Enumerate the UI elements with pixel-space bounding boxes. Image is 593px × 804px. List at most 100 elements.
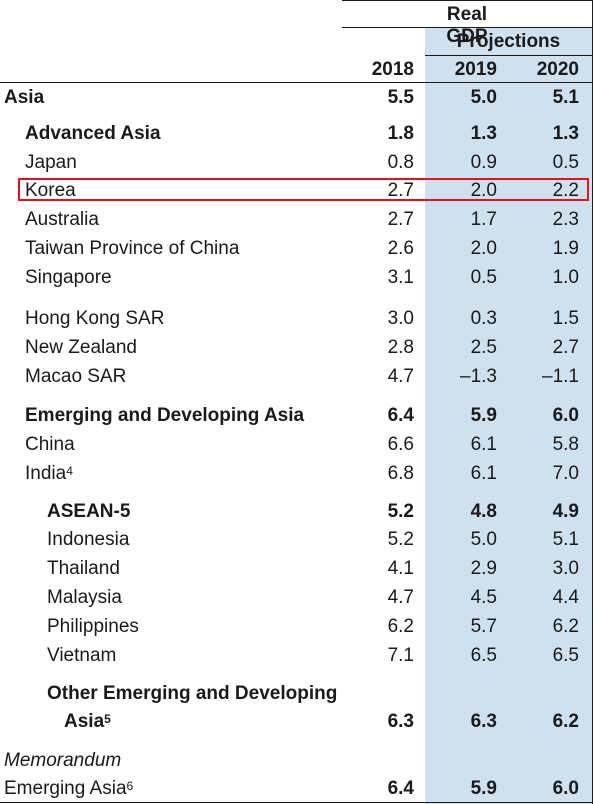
row-label: Taiwan Province of China — [25, 238, 240, 259]
table-row: Thailand 4.1 2.9 3.0 — [0, 554, 593, 583]
row-value-2019: 2.9 — [470, 558, 497, 579]
row-value-2019: 1.3 — [470, 123, 497, 144]
row-value-2018: 2.7 — [387, 180, 414, 201]
row-value-2020: 1.5 — [552, 308, 579, 329]
table-row: India4 6.8 6.1 7.0 — [0, 459, 593, 488]
row-label: Australia — [25, 209, 99, 230]
table-row: Other Emerging and Developing Asia5 6.3 … — [0, 679, 593, 739]
row-value-2020: 6.2 — [552, 616, 579, 637]
row-label: Advanced Asia — [25, 123, 161, 144]
header-year-2018: 2018 — [371, 59, 414, 80]
table-row: Emerging and Developing Asia 6.4 5.9 6.0 — [0, 401, 593, 430]
footnote-marker: 5 — [104, 712, 111, 726]
table-row: Taiwan Province of China 2.6 2.0 1.9 — [0, 234, 593, 263]
row-value-2019: 6.1 — [470, 463, 497, 484]
row-value-2020: 5.8 — [552, 434, 579, 455]
row-value-2018: 2.6 — [387, 238, 414, 259]
table-row: Advanced Asia 1.8 1.3 1.3 — [0, 119, 593, 148]
row-value-2020: 6.0 — [552, 405, 579, 426]
row-label: Japan — [25, 152, 77, 173]
row-label: Emerging Asia6 — [4, 778, 134, 799]
row-value-2019: 2.5 — [470, 337, 497, 358]
table-row: Japan 0.8 0.9 0.5 — [0, 148, 593, 177]
row-value-2020: 5.1 — [552, 529, 579, 550]
row-value-2019: 6.3 — [470, 711, 497, 732]
header-year-2019: 2019 — [454, 59, 497, 80]
row-label: Singapore — [25, 267, 112, 288]
row-value-2018: 6.3 — [387, 711, 414, 732]
footnote-marker: 4 — [66, 464, 73, 478]
row-value-2018: 0.8 — [387, 152, 414, 173]
footnote-marker: 6 — [126, 779, 134, 793]
row-value-2020: –1.1 — [542, 366, 579, 387]
row-value-2018: 1.8 — [387, 123, 414, 144]
row-label: India4 — [25, 463, 73, 484]
table-row: Korea 2.7 2.0 2.2 — [0, 176, 593, 205]
row-value-2020: 6.0 — [552, 778, 579, 799]
row-label: New Zealand — [25, 337, 137, 358]
row-label: Hong Kong SAR — [25, 308, 165, 329]
row-value-2020: 5.1 — [552, 87, 579, 108]
table-row: Emerging Asia6 6.4 5.9 6.0 — [0, 774, 593, 803]
row-value-2018: 4.7 — [387, 366, 414, 387]
row-value-2020: 0.5 — [552, 152, 579, 173]
row-value-2018: 7.1 — [387, 645, 414, 666]
row-value-2020: 1.0 — [552, 267, 579, 288]
table-row: Macao SAR 4.7 –1.3 –1.1 — [0, 362, 593, 391]
row-value-2018: 6.8 — [387, 463, 414, 484]
header-year-2020: 2020 — [536, 59, 579, 80]
row-value-2019: 2.0 — [470, 180, 497, 201]
row-value-2018: 4.1 — [387, 558, 414, 579]
row-value-2019: 6.5 — [470, 645, 497, 666]
row-value-2018: 2.8 — [387, 337, 414, 358]
row-label: Emerging and Developing Asia — [25, 405, 305, 426]
row-label: China — [25, 434, 75, 455]
row-value-2020: 4.4 — [552, 587, 579, 608]
row-value-2018: 5.2 — [387, 501, 414, 522]
row-value-2020: 2.3 — [552, 209, 579, 230]
table-row: Vietnam 7.1 6.5 6.5 — [0, 641, 593, 670]
row-value-2018: 6.6 — [387, 434, 414, 455]
row-value-2020: 7.0 — [552, 463, 579, 484]
row-value-2018: 3.0 — [387, 308, 414, 329]
row-label: Philippines — [47, 616, 139, 637]
table-row: Singapore 3.1 0.5 1.0 — [0, 263, 593, 292]
row-label: Indonesia — [47, 529, 130, 550]
row-value-2020: 1.3 — [552, 123, 579, 144]
row-value-2019: 5.9 — [470, 405, 497, 426]
row-value-2019: 4.8 — [470, 501, 497, 522]
bottom-rule — [0, 802, 592, 803]
row-value-2020: 3.0 — [552, 558, 579, 579]
row-value-2018: 5.5 — [387, 87, 414, 108]
row-value-2019: 5.9 — [470, 778, 497, 799]
row-value-2019: 5.7 — [470, 616, 497, 637]
korea-row-highlight — [18, 178, 589, 201]
row-value-2019: 6.1 — [470, 434, 497, 455]
top-rule — [342, 0, 592, 1]
row-value-2020: 1.9 — [552, 238, 579, 259]
row-label: Other Emerging and Developing — [47, 683, 338, 704]
row-label: Asia — [4, 87, 45, 108]
row-label: Malaysia — [47, 587, 122, 608]
row-value-2019: 4.5 — [470, 587, 497, 608]
table-row: Asia 5.5 5.0 5.1 — [0, 83, 593, 112]
table-row: New Zealand 2.8 2.5 2.7 — [0, 333, 593, 362]
row-value-2018: 2.7 — [387, 209, 414, 230]
row-value-2020: 4.9 — [552, 501, 579, 522]
row-label: Memorandum — [4, 750, 122, 771]
row-label: Vietnam — [47, 645, 117, 666]
row-label: Korea — [25, 180, 76, 201]
row-value-2019: 5.0 — [470, 87, 497, 108]
header-projections: Projections — [456, 31, 561, 52]
table-row: Memorandum — [0, 746, 593, 775]
row-value-2019: 0.3 — [470, 308, 497, 329]
row-value-2020: 6.5 — [552, 645, 579, 666]
row-value-2019: 1.7 — [470, 209, 497, 230]
table-row: Hong Kong SAR 3.0 0.3 1.5 — [0, 304, 593, 333]
row-value-2018: 6.4 — [387, 405, 414, 426]
row-value-2018: 4.7 — [387, 587, 414, 608]
table-row: Philippines 6.2 5.7 6.2 — [0, 612, 593, 641]
row-value-2019: 2.0 — [470, 238, 497, 259]
row-value-2020: 2.2 — [552, 180, 579, 201]
table-row: Australia 2.7 1.7 2.3 — [0, 205, 593, 234]
